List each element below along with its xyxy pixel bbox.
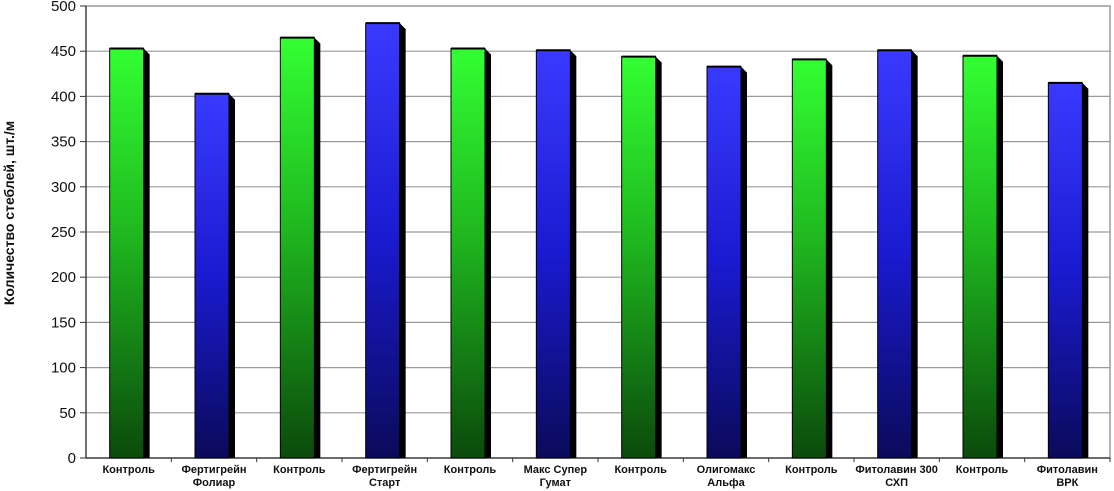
x-tick-label: Контроль xyxy=(273,464,326,476)
bar-shadow xyxy=(741,66,747,459)
bar-shadow xyxy=(399,23,406,459)
bar xyxy=(279,37,315,459)
y-tick-label: 400 xyxy=(51,88,76,105)
bar-shadow xyxy=(655,56,662,459)
y-tick-label: 200 xyxy=(51,269,76,286)
y-tick-label: 150 xyxy=(51,314,76,331)
y-tick-label: 350 xyxy=(51,134,76,151)
bar xyxy=(450,47,486,459)
x-tick-label: Альфа xyxy=(707,477,745,489)
bar-shadow xyxy=(314,37,321,458)
bar-shadow xyxy=(143,48,150,458)
y-tick-label: 250 xyxy=(51,224,76,241)
x-tick-label: Контроль xyxy=(785,464,838,476)
bar-shadow xyxy=(997,55,1003,458)
bar xyxy=(194,93,230,459)
x-tick-label: Старт xyxy=(369,477,401,489)
x-tick-label: Фертигрейн xyxy=(352,464,417,476)
x-tick-label: Макс Супер xyxy=(524,464,588,476)
bar xyxy=(791,58,827,459)
bar xyxy=(877,49,913,459)
bar xyxy=(962,55,998,459)
bar xyxy=(535,49,571,459)
x-tick-label: Контроль xyxy=(614,464,667,476)
y-tick-label: 50 xyxy=(59,405,76,422)
y-tick-label: 500 xyxy=(51,0,76,15)
x-tick-label: СХП xyxy=(885,477,908,489)
x-tick-label: Олигомакс xyxy=(697,464,756,476)
x-tick-label: Контроль xyxy=(444,464,497,476)
x-tick-label: Фолиар xyxy=(193,477,236,489)
bar-shadow xyxy=(826,59,833,458)
bar xyxy=(109,47,145,459)
bar xyxy=(621,56,657,459)
x-tick-label: Контроль xyxy=(102,464,155,476)
bar xyxy=(706,66,742,459)
bar-shadow xyxy=(1082,82,1089,458)
x-tick-label: Гумат xyxy=(540,477,572,489)
x-tick-label: Фитолавин 300 xyxy=(855,464,938,476)
bar-shadow xyxy=(485,48,491,458)
x-tick-label: Фитолавин xyxy=(1037,464,1098,476)
bar xyxy=(1047,82,1083,459)
y-axis-title: Количество стеблей, шт./м xyxy=(1,121,17,305)
x-tick-label: Фертигрейн xyxy=(181,464,246,476)
y-tick-label: 100 xyxy=(51,360,76,377)
y-tick-label: 450 xyxy=(51,43,76,60)
bar xyxy=(365,22,401,459)
bar-shadow xyxy=(229,93,235,459)
bar-shadow xyxy=(570,50,577,459)
x-tick-label: ВРК xyxy=(1056,477,1078,489)
bar-shadow xyxy=(911,50,918,459)
y-tick-label: 300 xyxy=(51,179,76,196)
x-tick-label: Контроль xyxy=(956,464,1009,476)
y-tick-label: 0 xyxy=(68,450,76,467)
